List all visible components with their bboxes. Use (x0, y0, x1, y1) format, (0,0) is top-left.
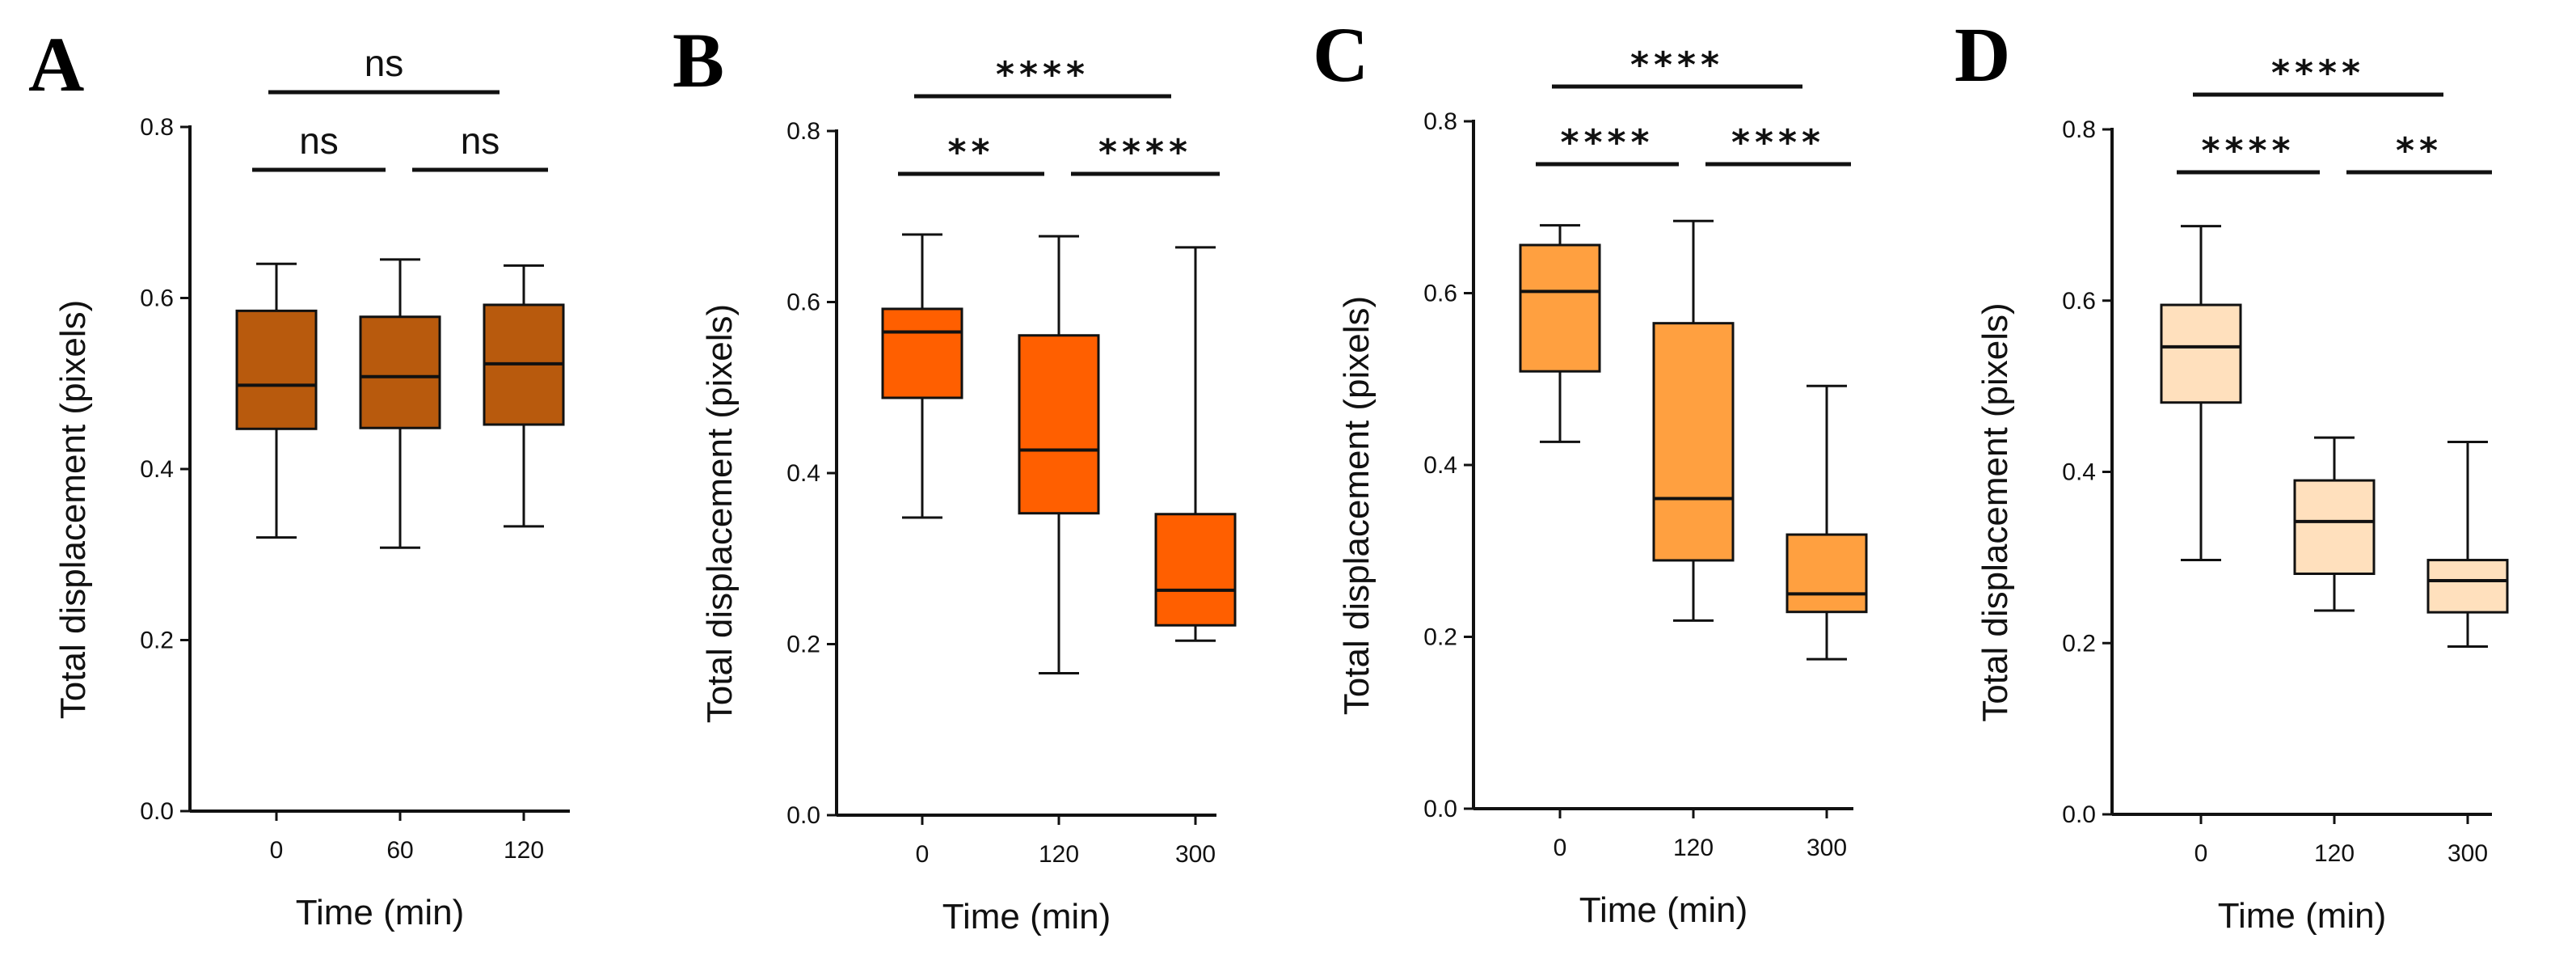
x-axis-title: Time (min) (1579, 890, 1748, 930)
x-tick-label: 0 (916, 841, 930, 868)
y-tick-label: 0.6 (2062, 288, 2096, 315)
box-plot-120 (1018, 235, 1100, 674)
box-iqr (1519, 243, 1601, 373)
y-tick-label: 0.0 (786, 802, 820, 829)
x-tick-label: 60 (386, 837, 413, 864)
panel-letter: C (1313, 11, 1368, 98)
significance-label: **** (1731, 122, 1825, 163)
box-iqr (2160, 303, 2242, 404)
box-iqr (359, 315, 441, 429)
panel-b: B 0.0 0.2 0.4 0.6 0.8 0 120 300 Time (min) Total d… (672, 17, 1237, 936)
significance-label: ** (947, 132, 994, 173)
significance-label: ns (365, 42, 404, 84)
significance-label: ns (299, 120, 339, 162)
box-iqr (2426, 559, 2509, 614)
significance-label: **** (1630, 44, 1724, 86)
panel-letter: D (1954, 11, 2010, 98)
box-iqr (2293, 479, 2376, 575)
y-tick-label: 0.4 (140, 456, 174, 483)
box-plot-120 (483, 264, 565, 528)
y-tick-label: 0.4 (1423, 452, 1457, 479)
box-plot-300 (1785, 384, 1868, 661)
x-tick-label: 300 (2447, 840, 2488, 867)
box-plot-0 (1519, 224, 1601, 443)
significance-label: ns (461, 120, 500, 162)
y-tick-label: 0.8 (2062, 116, 2096, 143)
y-axis-title: Total displacement (pixels) (1337, 296, 1377, 715)
x-tick-label: 300 (1175, 841, 1216, 868)
y-tick-label: 0.8 (786, 118, 820, 145)
box-iqr (1154, 513, 1237, 627)
y-tick-label: 0.8 (140, 114, 174, 141)
y-tick-label: 0.4 (786, 460, 820, 487)
y-tick-label: 0.4 (2062, 459, 2096, 486)
x-tick-label: 0 (2194, 840, 2208, 867)
box-plot-300 (1154, 246, 1237, 642)
y-tick-label: 0.2 (786, 632, 820, 658)
y-tick-label: 0.2 (1423, 624, 1457, 651)
panel-d: D 0.0 0.2 0.4 0.6 0.8 0 120 300 Time (min) Total d… (1954, 11, 2509, 936)
box-plot-0 (881, 233, 963, 519)
y-tick-label: 0.6 (140, 285, 174, 312)
y-tick-label: 0.2 (2062, 630, 2096, 657)
x-tick-label: 0 (270, 837, 284, 864)
box-plot-300 (2426, 440, 2509, 648)
panel-letter: A (28, 21, 84, 108)
significance-label: **** (2201, 130, 2295, 171)
x-axis-title: Time (min) (2218, 896, 2387, 936)
panel-letter: B (672, 17, 724, 104)
y-tick-label: 0.0 (140, 798, 174, 825)
box-iqr (1018, 334, 1100, 515)
box-plot-60 (359, 258, 441, 549)
significance-label: **** (1098, 132, 1192, 173)
x-axis-title: Time (min) (296, 893, 465, 932)
box-plot-120 (1652, 219, 1735, 622)
significance-label: **** (996, 54, 1090, 95)
x-tick-label: 120 (504, 837, 544, 864)
box-iqr (1785, 533, 1868, 614)
significance-label: **** (2271, 53, 2365, 94)
x-tick-label: 0 (1554, 835, 1567, 861)
significance-label: **** (1560, 122, 1654, 163)
x-tick-label: 120 (2314, 840, 2355, 867)
box-plot-0 (235, 262, 318, 539)
y-tick-label: 0.6 (1423, 281, 1457, 307)
y-tick-label: 0.0 (1423, 796, 1457, 822)
x-tick-label: 300 (1807, 835, 1847, 861)
box-iqr (881, 307, 963, 399)
y-tick-label: 0.6 (786, 290, 820, 316)
box-iqr (1652, 322, 1735, 562)
y-tick-label: 0.2 (140, 628, 174, 654)
x-tick-label: 120 (1039, 841, 1079, 868)
panel-a: A 0.0 0.2 0.4 0.6 0.8 0 60 120 Time (min) Total di… (28, 21, 570, 932)
y-axis-title: Total displacement (pixels) (700, 304, 740, 723)
x-axis-title: Time (min) (942, 897, 1111, 936)
y-tick-label: 0.8 (1423, 108, 1457, 135)
x-tick-label: 120 (1673, 835, 1714, 861)
panel-c: C 0.0 0.2 0.4 0.6 0.8 0 120 300 Time (min) Total d… (1313, 11, 1868, 930)
box-iqr (235, 309, 318, 430)
y-tick-label: 0.0 (2062, 801, 2096, 828)
y-axis-title: Total displacement (pixels) (1975, 302, 2015, 721)
box-plot-0 (2160, 225, 2242, 562)
significance-label: ** (2396, 130, 2443, 171)
y-axis-title: Total displacement (pixels) (53, 300, 93, 719)
box-plot-120 (2293, 436, 2376, 612)
